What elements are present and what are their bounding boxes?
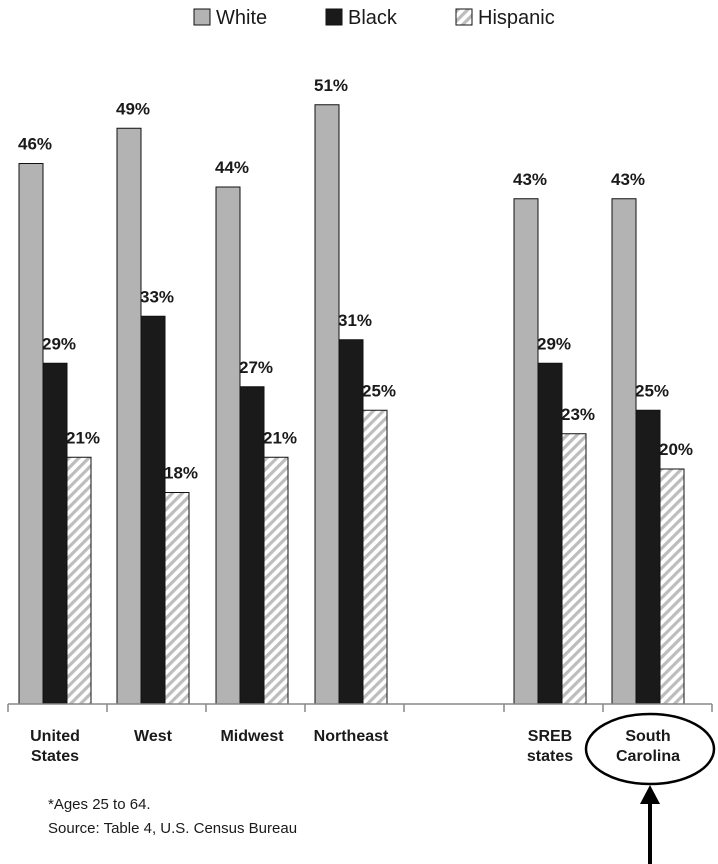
category-labels: United States West Midwest Northeast SREB stat… <box>30 728 680 765</box>
category-label-sreb-states: SREB states <box>527 728 573 765</box>
legend-label-hispanic: Hispanic <box>478 7 555 29</box>
value-label-black-south-carolina: 25% <box>635 381 669 400</box>
bar-white-northeast <box>314 104 340 705</box>
value-label-white-sreb-states: 43% <box>513 170 547 189</box>
legend: White Black Hispanic <box>193 7 555 29</box>
value-label-white-northeast: 51% <box>314 76 348 95</box>
value-label-hispanic-northeast: 25% <box>362 381 396 400</box>
bar-white-west <box>116 127 142 705</box>
legend-swatch-white <box>193 8 211 26</box>
arrow-icon <box>640 785 660 864</box>
bar-white-south-carolina <box>611 198 637 705</box>
legend-label-white: White <box>216 7 267 29</box>
value-label-white-west: 49% <box>116 99 150 118</box>
x-axis <box>7 703 713 712</box>
legend-swatch-black <box>325 8 343 26</box>
bar-white-united-states <box>18 163 44 705</box>
bar-black-united-states <box>42 362 68 705</box>
value-labels: 46% 29% 21% 49% 33% 18% 44% 27% 21% 51% 31% 25% 43% 2… <box>18 76 693 483</box>
value-label-white-south-carolina: 43% <box>611 170 645 189</box>
bar-black-west <box>140 315 166 705</box>
category-label-northeast: Northeast <box>314 728 389 745</box>
bar-white-sreb-states <box>513 198 539 705</box>
bar-black-northeast <box>338 339 364 705</box>
bar-black-sreb-states <box>537 362 563 705</box>
value-label-hispanic-west: 18% <box>164 464 198 483</box>
bar-hispanic-west <box>164 492 190 705</box>
category-label-midwest: Midwest <box>220 728 284 745</box>
bar-hispanic-united-states <box>66 456 92 705</box>
footnote-ages: *Ages 25 to 64. <box>48 796 151 813</box>
bar-black-south-carolina <box>635 409 661 705</box>
bar-hispanic-south-carolina <box>659 468 685 705</box>
value-label-hispanic-sreb-states: 23% <box>561 405 595 424</box>
bar-hispanic-sreb-states <box>561 433 587 705</box>
category-label-west: West <box>134 728 173 745</box>
legend-swatch-hispanic <box>455 8 473 26</box>
bar-hispanic-midwest <box>263 456 289 705</box>
value-label-white-midwest: 44% <box>215 158 249 177</box>
highlight-ellipse <box>584 712 716 786</box>
value-label-black-west: 33% <box>140 287 174 306</box>
category-label-united-states: United States <box>30 728 80 765</box>
legend-label-black: Black <box>348 7 398 29</box>
value-label-black-midwest: 27% <box>239 358 273 377</box>
footnote-source: Source: Table 4, U.S. Census Bureau <box>48 820 298 837</box>
bar-hispanic-northeast <box>362 409 388 705</box>
value-label-hispanic-south-carolina: 20% <box>659 440 693 459</box>
value-label-hispanic-midwest: 21% <box>263 428 297 447</box>
bar-black-midwest <box>239 386 265 705</box>
value-label-hispanic-united-states: 21% <box>66 428 100 447</box>
bars <box>18 104 685 705</box>
category-label-south-carolina: South Carolina <box>616 728 680 765</box>
bar-white-midwest <box>215 186 241 705</box>
value-label-black-united-states: 29% <box>42 334 76 353</box>
value-label-black-northeast: 31% <box>338 311 372 330</box>
value-label-black-sreb-states: 29% <box>537 334 571 353</box>
value-label-white-united-states: 46% <box>18 135 52 154</box>
